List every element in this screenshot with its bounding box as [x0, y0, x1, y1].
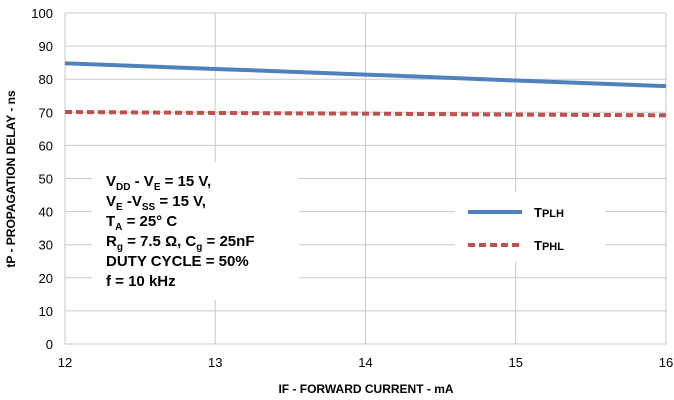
x-axis-title: IF - FORWARD CURRENT - mA — [278, 382, 453, 396]
conditions-box — [92, 162, 299, 300]
y-tick-label: 90 — [39, 39, 53, 54]
condition-line-2: VE -VSS = 15 V, — [106, 193, 206, 213]
x-tick-label: 15 — [509, 355, 523, 370]
y-axis-title: tP - PROPAGATION DELAY - ns — [4, 90, 18, 268]
y-tick-label: 70 — [39, 105, 53, 120]
x-tick-label: 12 — [58, 355, 72, 370]
condition-line-1: VDD - VE = 15 V, — [106, 173, 211, 193]
x-tick-label: 14 — [358, 355, 372, 370]
x-tick-label: 13 — [208, 355, 222, 370]
y-tick-label: 100 — [31, 6, 53, 21]
y-tick-label: 20 — [39, 271, 53, 286]
condition-line-6: f = 10 kHz — [106, 273, 176, 290]
y-tick-label: 0 — [46, 337, 53, 352]
y-tick-label: 50 — [39, 172, 53, 187]
legend-label-tplh: TPLH — [534, 205, 564, 220]
y-tick-label: 60 — [39, 138, 53, 153]
legend-box — [455, 192, 605, 262]
y-tick-label: 80 — [39, 72, 53, 87]
condition-line-3: TA = 25° C — [106, 213, 177, 233]
legend-label-tphl: TPHL — [534, 238, 564, 253]
x-tick-label: 16 — [659, 355, 673, 370]
conditions-annotation: VDD - VE = 15 V, VE -VSS = 15 V, TA = 25… — [106, 173, 254, 290]
series-lines — [64, 61, 667, 118]
y-tick-label: 10 — [39, 304, 53, 319]
condition-line-4: Rg = 7.5 Ω, Cg = 25nF — [106, 233, 254, 253]
x-tick-labels: 12 13 14 15 16 — [58, 355, 673, 370]
y-tick-labels: 0 10 20 30 40 50 60 70 80 90 100 — [31, 6, 53, 352]
series-line-tphl — [64, 109, 667, 118]
y-tick-label: 30 — [39, 238, 53, 253]
series-line-tplh — [64, 61, 667, 89]
y-tick-label: 40 — [39, 205, 53, 220]
legend: TPLH TPHL — [468, 205, 564, 253]
condition-line-5: DUTY CYCLE = 50% — [106, 253, 249, 270]
